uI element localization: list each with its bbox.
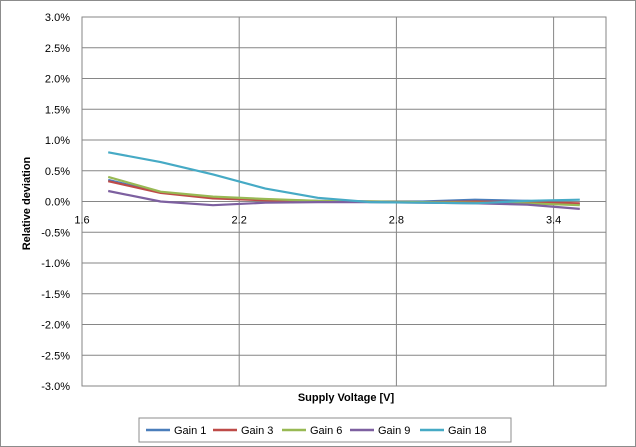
series-line-4 [107,189,580,210]
legend-label: Gain 18 [448,425,487,437]
legend-label: Gain 3 [241,425,273,437]
y-axis-ticks: 3.0% 2.5% 2.0% 1.5% 1.0% 0.5% 0.0% -0.5% -1.0% -1… [41,12,70,393]
legend-item: Gain 6 [282,425,342,437]
legend-item: Gain 18 [420,425,487,437]
legend-label: Gain 6 [310,425,342,437]
y-tick-label: -2.0% [41,320,70,332]
y-tick-label: 0.0% [45,197,70,209]
legend-label: Gain 1 [174,425,206,437]
y-tick-label: 1.0% [45,135,70,147]
series-lines [107,151,580,210]
x-tick-label: 3.4 [546,215,561,227]
x-axis-ticks: 1.6 2.2 2.8 3.4 [74,215,561,227]
legend-label: Gain 9 [378,425,410,437]
x-axis-title: Supply Voltage [V] [298,392,395,404]
y-tick-label: -3.0% [41,381,70,393]
legend: Gain 1 Gain 3 Gain 6 Gain 9 Gain 18 [138,417,512,443]
x-tick-label: 2.2 [232,215,247,227]
y-tick-label: 0.5% [45,166,70,178]
legend-item: Gain 3 [213,425,273,437]
y-tick-label: -1.5% [41,289,70,301]
y-tick-label: -1.0% [41,258,70,270]
series-line-5 [107,151,580,205]
y-tick-label: 2.0% [45,74,70,86]
x-tick-label: 2.8 [389,215,404,227]
y-tick-label: 3.0% [45,12,70,24]
y-tick-label: 2.5% [45,43,70,55]
y-tick-label: -0.5% [41,227,70,239]
y-axis-title: Relative deviation [21,156,33,250]
y-tick-label: 1.5% [45,104,70,116]
plot-area [81,16,607,387]
legend-item: Gain 9 [350,425,410,437]
legend-item: Gain 1 [146,425,206,437]
x-tick-label: 1.6 [74,215,89,227]
y-tick-label: -2.5% [41,350,70,362]
legend-box [138,417,512,443]
